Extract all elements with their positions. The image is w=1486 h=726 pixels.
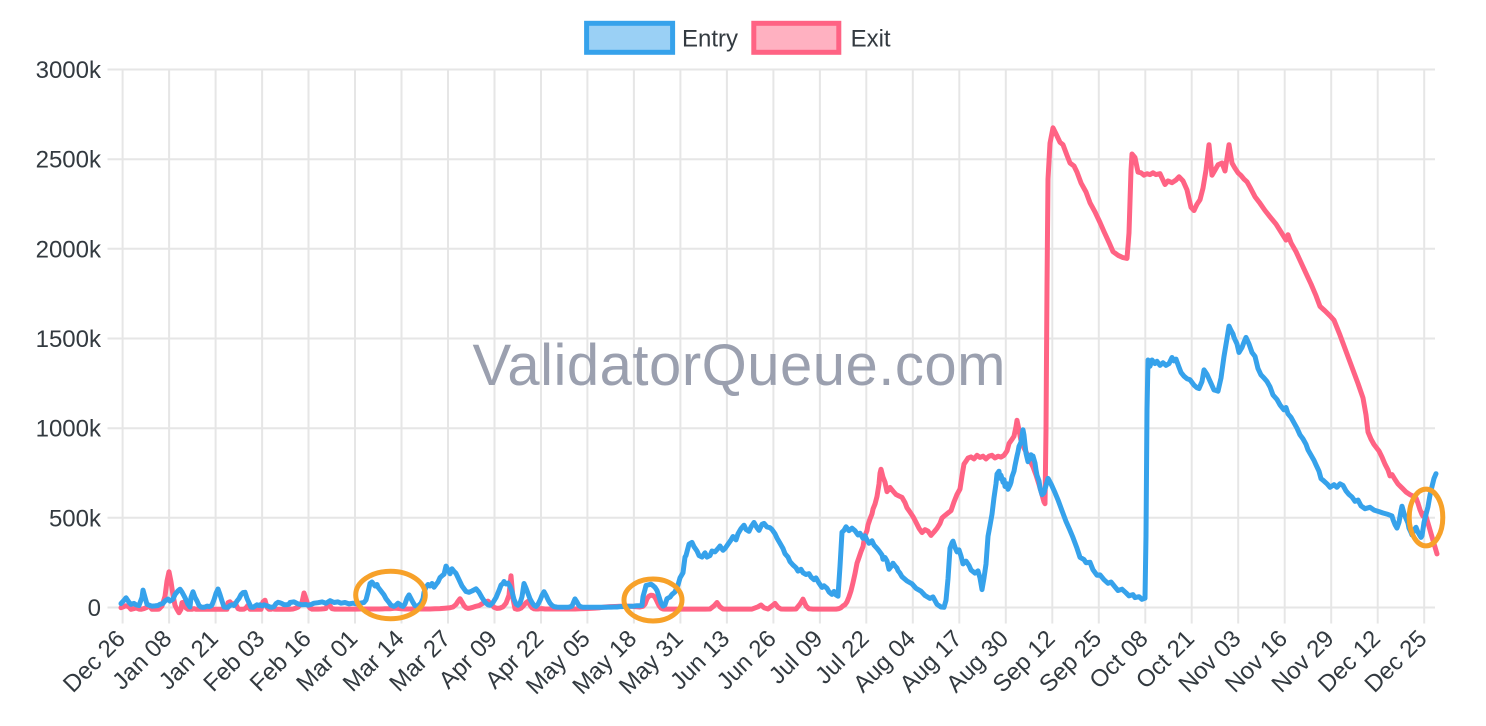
svg-text:3000k: 3000k	[36, 57, 102, 84]
svg-text:2000k: 2000k	[36, 236, 102, 263]
svg-text:1000k: 1000k	[36, 416, 102, 443]
svg-text:Exit: Exit	[851, 26, 891, 53]
svg-text:Entry: Entry	[682, 26, 738, 53]
svg-text:0: 0	[88, 595, 101, 622]
svg-text:1500k: 1500k	[36, 326, 102, 353]
svg-text:2500k: 2500k	[36, 147, 102, 174]
svg-text:500k: 500k	[49, 505, 102, 532]
svg-text:ValidatorQueue.com: ValidatorQueue.com	[473, 333, 1006, 398]
